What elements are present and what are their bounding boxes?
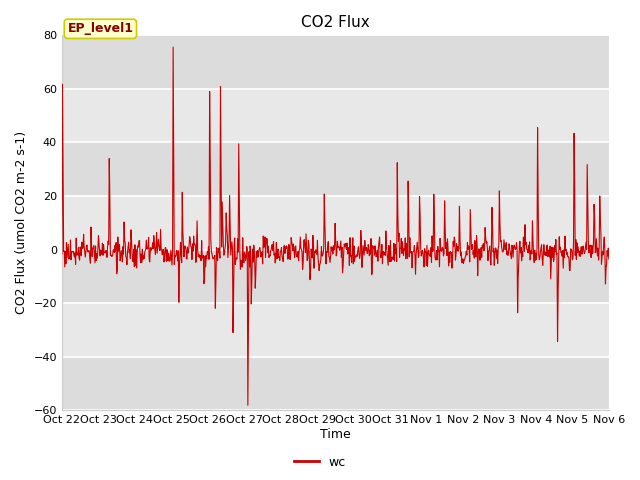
Bar <box>62 143 609 196</box>
Text: EP_level1: EP_level1 <box>67 23 133 36</box>
Bar <box>62 357 609 410</box>
Bar <box>62 196 609 250</box>
Bar <box>62 89 609 143</box>
Bar <box>62 36 609 89</box>
X-axis label: Time: Time <box>320 428 351 441</box>
Title: CO2 Flux: CO2 Flux <box>301 15 370 30</box>
Legend: wc: wc <box>289 451 351 474</box>
Y-axis label: CO2 Flux (umol CO2 m-2 s-1): CO2 Flux (umol CO2 m-2 s-1) <box>15 132 28 314</box>
Bar <box>62 250 609 303</box>
Bar <box>62 303 609 357</box>
